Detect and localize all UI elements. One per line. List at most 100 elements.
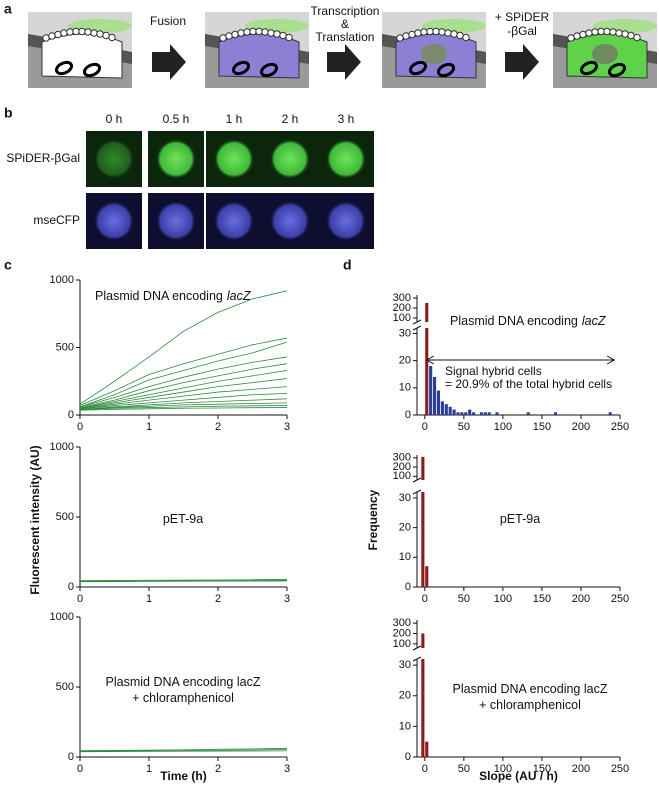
x-tick-label: 200 [572, 763, 590, 775]
cell-signal [94, 139, 134, 179]
annotation: pET-9a [163, 512, 203, 526]
bar [436, 390, 441, 415]
panel-label: d [343, 257, 352, 273]
trace [79, 579, 288, 582]
axis-break [412, 319, 422, 325]
y-tick-label: 0 [405, 751, 411, 763]
annotation-text: + chloramphenicol [132, 691, 234, 705]
trace [79, 378, 288, 409]
arrow-head [606, 355, 616, 365]
cell-signal [214, 139, 254, 179]
annotation-text: Plasmid DNA encoding lacZ [453, 682, 608, 696]
annotation: + chloramphenicol [132, 691, 234, 705]
bar [464, 412, 468, 415]
x-tick-label: 250 [611, 593, 629, 605]
axis-break [412, 489, 422, 495]
bar [460, 412, 464, 415]
trace [79, 748, 288, 752]
x-tick-label: 50 [458, 593, 470, 605]
y-tick-label: 100 [393, 312, 411, 324]
bar [526, 412, 530, 415]
step-arrow [152, 44, 186, 80]
x-tick-label: 3 [284, 763, 290, 775]
annotation: Plasmid DNA encoding lacZ [106, 675, 261, 689]
bar [495, 412, 499, 415]
x-tick-label: 150 [533, 763, 551, 775]
axis-break [412, 477, 422, 483]
row-label: mseCFP [33, 213, 80, 227]
y-tick-label: 500 [56, 341, 74, 353]
x-tick-label: 2 [215, 763, 221, 775]
trace [79, 290, 288, 405]
y-tick-label: 30 [399, 659, 411, 671]
trace [79, 356, 288, 408]
bar [425, 328, 429, 415]
annotation-text: pET-9a [163, 512, 203, 526]
cell-signal [156, 139, 196, 179]
bar [421, 492, 425, 587]
y-tick-label: 10 [399, 382, 411, 394]
x-tick-label: 250 [611, 421, 629, 433]
x-tick-label: 0 [422, 421, 428, 433]
callout: = 20.9% of the total hybrid cells [445, 377, 612, 391]
x-tick-label: 100 [494, 593, 512, 605]
y-tick-label: 30 [399, 327, 411, 339]
bar [554, 412, 558, 415]
x-tick-label: 0 [77, 763, 83, 775]
cell-signal [326, 139, 366, 179]
x-tick-label: 0 [422, 593, 428, 605]
y-tick-label: 100 [393, 470, 411, 482]
y-tick-label: 1000 [50, 611, 74, 623]
y-tick-label: 1000 [50, 274, 74, 286]
bar [468, 409, 472, 415]
cell-signal [156, 201, 196, 241]
trace [79, 580, 288, 583]
annotation-text: pET-9a [500, 512, 540, 526]
cell-signal [270, 201, 310, 241]
x-tick-label: 1 [146, 421, 152, 433]
column-label: 1 h [226, 112, 243, 126]
x-tick-label: 200 [572, 421, 590, 433]
y-tick-label: 0 [68, 409, 74, 421]
bar [487, 412, 491, 415]
annotation-text: Plasmid DNA encoding [450, 314, 578, 328]
trace [79, 370, 288, 409]
panel-label: b [4, 105, 13, 121]
x-tick-label: 200 [572, 593, 590, 605]
bar [425, 566, 429, 587]
callout: Signal hybrid cells [445, 364, 542, 378]
column-label: 0.5 h [163, 112, 190, 126]
y-tick-label: 500 [56, 511, 74, 523]
x-tick-label: 3 [284, 421, 290, 433]
trace [79, 750, 288, 753]
y-tick-label: 10 [399, 720, 411, 732]
x-tick-label: 150 [533, 593, 551, 605]
y-tick-label: 300 [393, 292, 411, 304]
cell-signal [94, 201, 134, 241]
bar [608, 412, 612, 415]
bar [456, 412, 460, 415]
x-tick-label: 1 [146, 593, 152, 605]
axis-break [412, 656, 422, 662]
trace [79, 363, 288, 408]
annotation-italic: lacZ [227, 289, 251, 303]
trace [79, 407, 288, 411]
step-arrow [505, 44, 539, 80]
trace [79, 580, 288, 582]
bar [448, 406, 452, 415]
axis-break [412, 325, 422, 331]
annotation: pET-9a [500, 512, 540, 526]
diagram-box [205, 12, 309, 88]
step-arrow [327, 44, 361, 80]
bar [421, 456, 425, 480]
trace [79, 337, 288, 406]
x-tick-label: 50 [458, 421, 470, 433]
y-tick-label: 300 [393, 617, 411, 629]
x-tick-label: 3 [284, 593, 290, 605]
column-label: 2 h [282, 112, 299, 126]
x-tick-label: 0 [77, 421, 83, 433]
bar [429, 366, 433, 415]
x-tick-label: 100 [494, 421, 512, 433]
cell-signal [326, 201, 366, 241]
